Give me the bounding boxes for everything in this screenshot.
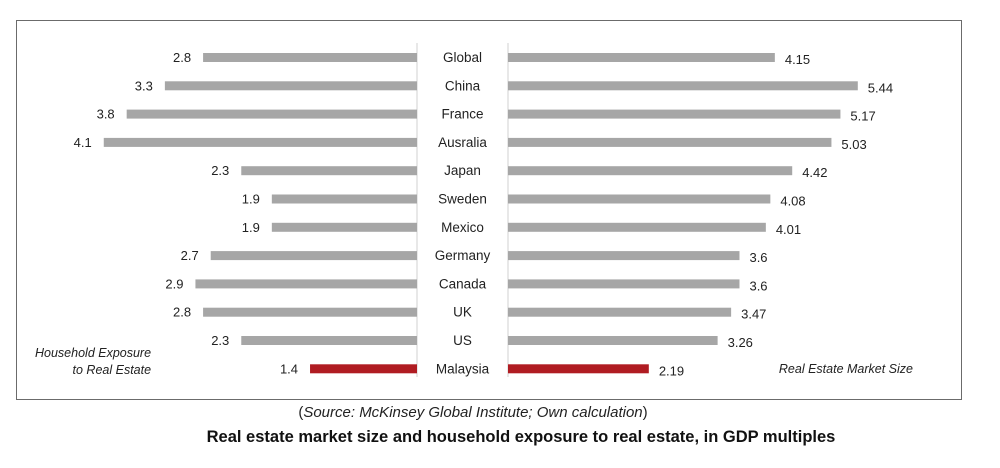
right-bar-malaysia [508, 364, 649, 374]
right-value-label-us: 3.26 [728, 335, 753, 350]
left-value-label-mexico: 1.9 [242, 220, 260, 235]
right-bar-sweden [508, 194, 771, 204]
left-bar-france [126, 109, 418, 119]
category-label-germany: Germany [435, 248, 491, 263]
right-value-label-uk: 3.47 [741, 307, 766, 322]
left-bar-canada [195, 279, 417, 289]
right-bar-canada [508, 279, 740, 289]
left-value-label-malaysia: 1.4 [280, 361, 298, 376]
right-bar-mexico [508, 222, 766, 232]
left-value-label-uk: 2.8 [173, 305, 191, 320]
right-bar-germany [508, 251, 740, 261]
chart-caption: Real estate market size and household ex… [206, 428, 836, 446]
left-value-label-us: 2.3 [211, 333, 229, 348]
category-label-malaysia: Malaysia [436, 361, 490, 376]
right-value-label-france: 5.17 [850, 109, 875, 124]
right-value-label-malaysia: 2.19 [659, 363, 684, 378]
right-value-label-japan: 4.42 [802, 165, 827, 180]
right-bar-global [508, 53, 775, 62]
right-value-label-canada: 3.6 [749, 278, 767, 293]
source-note: (Source: McKinsey Global Institute; Own … [0, 404, 946, 421]
left-bar-china [164, 81, 417, 91]
left-bar-japan [241, 166, 417, 176]
left-series-label-line-1: Household Exposure [35, 346, 152, 360]
right-bar-ausralia [508, 137, 832, 147]
left-bar-uk [203, 307, 417, 317]
right-value-label-sweden: 4.08 [780, 194, 805, 209]
source-close-paren: ) [642, 404, 648, 421]
category-label-global: Global [443, 50, 482, 65]
left-bar-ausralia [103, 137, 417, 147]
right-bar-japan [508, 166, 793, 176]
right-value-label-ausralia: 5.03 [841, 137, 866, 152]
left-value-label-china: 3.3 [135, 78, 153, 93]
right-bar-uk [508, 307, 732, 317]
left-bar-us [241, 336, 417, 345]
category-label-sweden: Sweden [438, 192, 487, 207]
left-value-label-sweden: 1.9 [242, 192, 260, 207]
left-series-label: Household Exposure to Real Estate [35, 345, 151, 379]
left-bar-malaysia [310, 364, 417, 374]
right-value-label-china: 5.44 [868, 80, 893, 95]
left-bar-germany [210, 251, 417, 261]
right-bar-us [508, 336, 718, 345]
category-label-ausralia: Ausralia [438, 135, 487, 150]
right-value-label-global: 4.15 [785, 52, 810, 67]
category-label-uk: UK [453, 305, 472, 320]
category-label-france: France [441, 107, 483, 122]
source-open-paren: ( [298, 404, 304, 421]
category-label-canada: Canada [439, 276, 487, 291]
category-label-mexico: Mexico [441, 220, 484, 235]
left-value-label-germany: 2.7 [181, 248, 199, 263]
right-value-label-mexico: 4.01 [776, 222, 801, 237]
right-bar-china [508, 81, 858, 91]
butterfly-bar-chart: 2.8 Global 4.15 3.3 China 5.44 3.8 France 5.17 4.… [74, 43, 893, 378]
category-label-us: US [453, 333, 472, 348]
right-value-label-germany: 3.6 [749, 250, 767, 265]
left-value-label-france: 3.8 [97, 107, 115, 122]
left-value-label-canada: 2.9 [165, 276, 183, 291]
chart-frame: 2.8 Global 4.15 3.3 China 5.44 3.8 France 5.17 4.… [16, 20, 962, 400]
category-label-japan: Japan [444, 163, 481, 178]
left-bar-sweden [271, 194, 417, 204]
left-value-label-ausralia: 4.1 [74, 135, 92, 150]
left-bar-global [203, 53, 417, 62]
right-bar-france [508, 109, 841, 119]
right-series-label: Real Estate Market Size [778, 362, 913, 376]
left-bar-mexico [271, 222, 417, 232]
left-value-label-japan: 2.3 [211, 163, 229, 178]
left-series-label-line-2: to Real Estate [72, 363, 152, 377]
left-value-label-global: 2.8 [173, 50, 191, 65]
source-text: Source: McKinsey Global Institute; Own c… [303, 404, 643, 421]
category-label-china: China [445, 78, 481, 93]
